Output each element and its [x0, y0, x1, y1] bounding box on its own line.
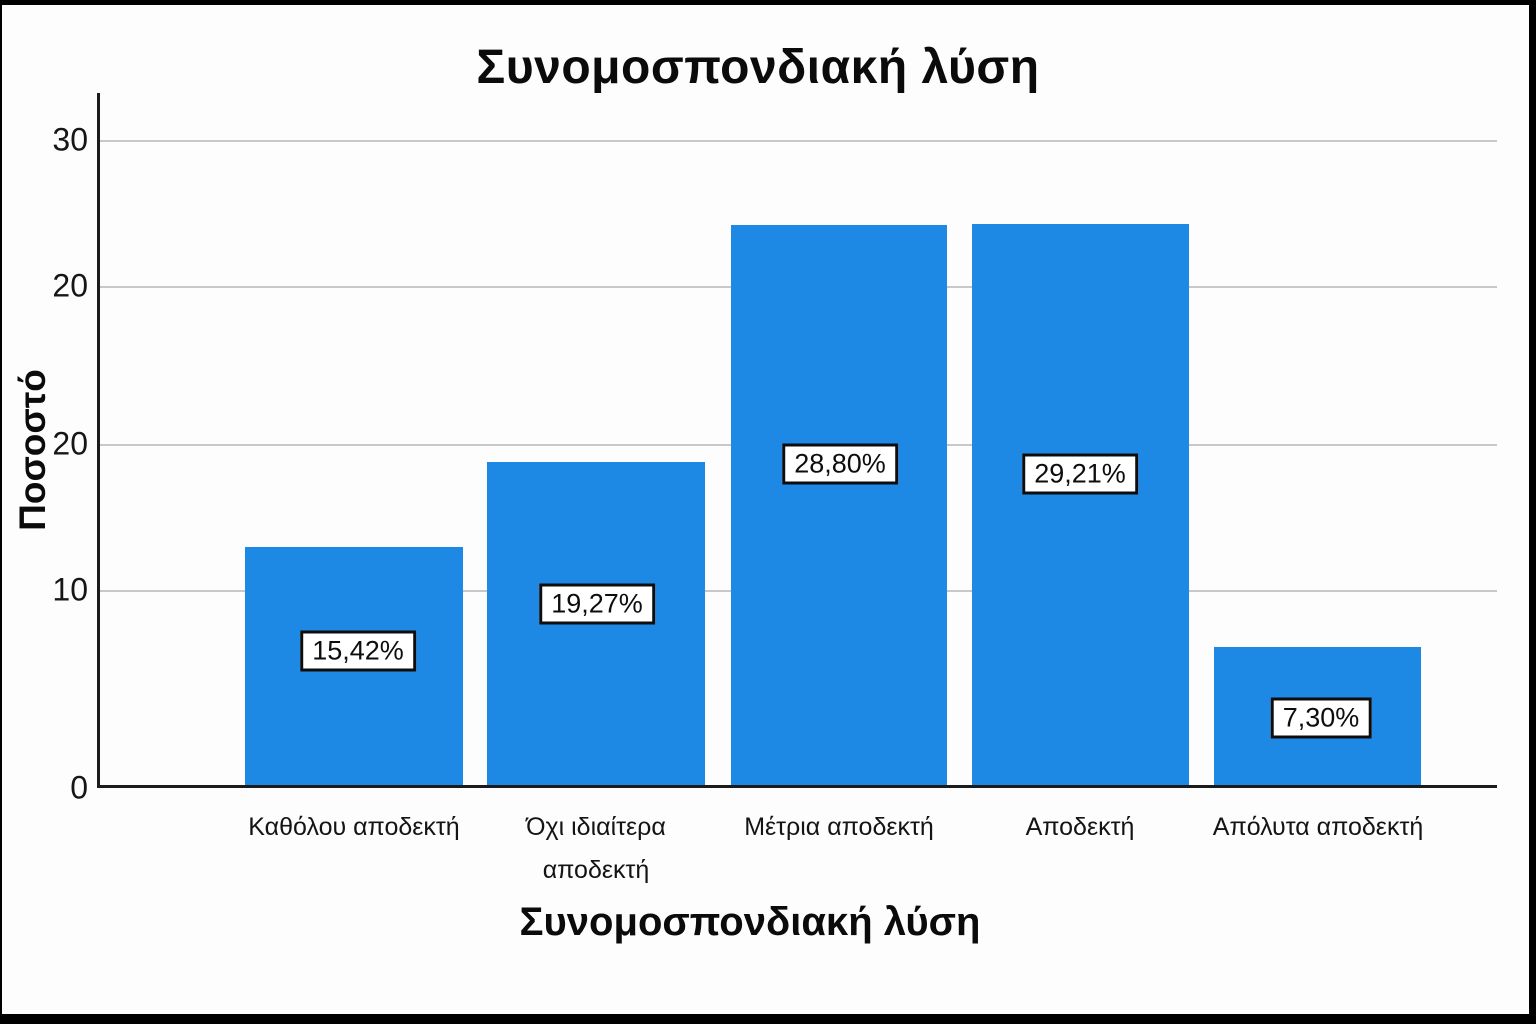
x-tick-label: Αποδεκτή — [1025, 813, 1135, 841]
x-tick-label: Καθόλου αποδεκτή — [248, 813, 460, 841]
chart-title: Συνομοσπονδιακή λύση — [476, 41, 1040, 94]
x-tick-label: Όχι ιδιαίτερα αποδεκτή — [526, 813, 666, 884]
bar-value-label: 19,27% — [539, 583, 655, 625]
x-tick-label: Μέτρια αποδεκτή — [744, 813, 934, 841]
bar-value-label: 15,42% — [300, 630, 416, 672]
bar-value-label: 29,21% — [1022, 453, 1138, 495]
bar-value-label: 28,80% — [782, 443, 898, 485]
y-tick-label: 30 — [52, 121, 88, 158]
bar-4 — [972, 224, 1189, 785]
y-tick-label: 10 — [52, 571, 88, 608]
plot-area: 15,42% 19,27% 28,80% 29,21% 7,30% — [97, 93, 1497, 788]
x-axis-title: Συνομοσπονδιακή λύση — [519, 900, 981, 944]
bar-value-label: 7,30% — [1270, 697, 1372, 739]
bar-3 — [731, 225, 947, 785]
y-tick-label: 0 — [70, 769, 88, 806]
gridline — [100, 140, 1497, 142]
y-tick-label: 20 — [52, 267, 88, 304]
y-tick-label: 20 — [52, 425, 88, 462]
x-tick-label: Απόλυτα αποδεκτή — [1212, 813, 1424, 841]
